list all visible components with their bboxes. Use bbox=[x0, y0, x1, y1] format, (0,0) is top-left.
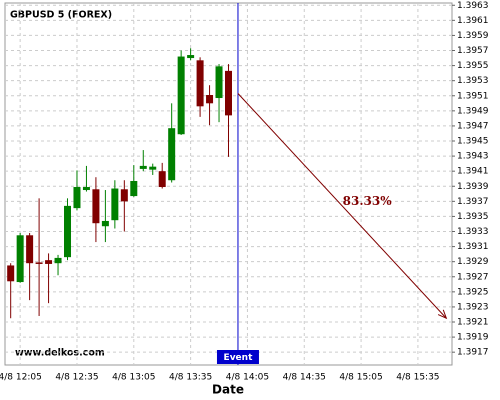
candle-body bbox=[7, 265, 15, 282]
candle-body bbox=[158, 171, 166, 188]
x-axis-title: Date bbox=[212, 383, 244, 397]
y-tick-label: 1.3921 bbox=[457, 318, 489, 328]
y-tick-label: 1.3957 bbox=[457, 46, 489, 56]
y-tick-label: 1.3941 bbox=[457, 167, 489, 177]
y-tick-label: 1.3937 bbox=[457, 197, 489, 207]
plot-area bbox=[4, 2, 453, 366]
candle-body bbox=[139, 165, 147, 169]
event-label: Event bbox=[224, 353, 254, 363]
candle-body bbox=[187, 55, 195, 59]
y-tick-label: 1.3953 bbox=[457, 76, 489, 86]
x-tick-label: 4/8 12:35 bbox=[55, 373, 98, 383]
y-tick-label: 1.3925 bbox=[457, 287, 489, 297]
y-tick-label: 1.3959 bbox=[457, 31, 489, 41]
y-tick-label: 1.3951 bbox=[457, 91, 489, 101]
y-tick-label: 1.3917 bbox=[457, 348, 489, 358]
y-tick-label: 1.3963 bbox=[457, 1, 489, 11]
candle-body bbox=[130, 180, 138, 197]
x-tick-label: 4/8 12:05 bbox=[0, 373, 42, 383]
x-tick-label: 4/8 14:35 bbox=[283, 373, 326, 383]
candle-body bbox=[177, 56, 185, 135]
arrow-head bbox=[437, 309, 448, 320]
candle-body bbox=[196, 60, 204, 107]
candle-body bbox=[225, 70, 232, 116]
candle-body bbox=[64, 205, 72, 258]
y-tick-label: 1.3931 bbox=[457, 242, 489, 252]
y-tick-label: 1.3933 bbox=[457, 227, 489, 237]
candle-body bbox=[54, 257, 62, 264]
candle-body bbox=[168, 128, 176, 181]
x-tick-label: 4/8 13:35 bbox=[169, 373, 212, 383]
x-tick-label: 4/8 15:05 bbox=[339, 373, 382, 383]
candle-body bbox=[120, 189, 128, 202]
candle-body bbox=[45, 260, 53, 264]
candle-body bbox=[111, 188, 119, 221]
x-tick-label: 4/8 15:35 bbox=[396, 373, 439, 383]
candle-body bbox=[92, 189, 100, 224]
candle-body bbox=[26, 235, 34, 264]
y-tick-label: 1.3943 bbox=[457, 152, 489, 162]
y-tick-label: 1.3923 bbox=[457, 302, 489, 312]
y-tick-label: 1.3939 bbox=[457, 182, 489, 192]
candle-body bbox=[35, 262, 43, 264]
candle-body bbox=[149, 166, 157, 170]
y-tick-label: 1.3955 bbox=[457, 61, 489, 71]
candle-body bbox=[206, 95, 214, 104]
y-tick-label: 1.3947 bbox=[457, 121, 489, 131]
chart-title: GBPUSD 5 (FOREX) bbox=[10, 10, 112, 21]
y-tick-label: 1.3929 bbox=[457, 257, 489, 267]
y-tick-label: 1.3945 bbox=[457, 137, 489, 147]
event-box bbox=[216, 350, 259, 364]
y-tick-label: 1.3935 bbox=[457, 212, 489, 222]
y-tick-label: 1.3961 bbox=[457, 16, 489, 26]
projection-line bbox=[237, 93, 447, 319]
candle-body bbox=[82, 187, 90, 191]
y-tick-label: 1.3949 bbox=[457, 106, 489, 116]
candle-body bbox=[16, 235, 24, 283]
candle-body bbox=[215, 66, 223, 99]
candle-body bbox=[73, 187, 81, 209]
x-tick-label: 4/8 14:05 bbox=[226, 373, 269, 383]
y-tick-label: 1.3919 bbox=[457, 333, 489, 343]
watermark: www.delkos.com bbox=[15, 348, 105, 359]
candle-body bbox=[101, 220, 109, 227]
projection-label: 83.33% bbox=[343, 194, 393, 208]
y-tick-label: 1.3927 bbox=[457, 272, 489, 282]
x-tick-label: 4/8 13:05 bbox=[112, 373, 155, 383]
